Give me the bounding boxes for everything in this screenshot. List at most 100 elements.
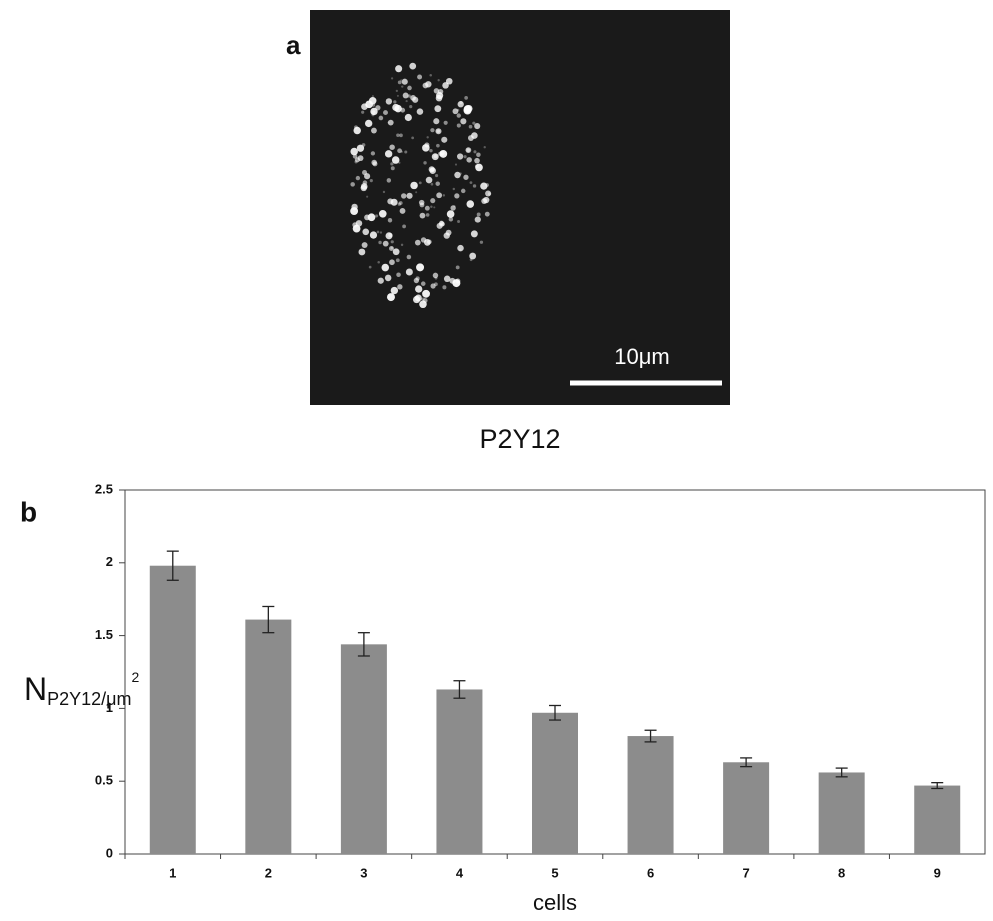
fluorescent-spot <box>377 277 384 284</box>
fluorescent-spot <box>354 157 360 163</box>
fluorescent-spot <box>429 148 433 153</box>
fluorescent-spot <box>383 110 388 116</box>
error-bar <box>166 550 179 581</box>
error-bar <box>835 767 848 778</box>
fluorescent-spot <box>366 195 369 198</box>
fluorescent-spot <box>440 222 445 227</box>
bar <box>627 736 674 854</box>
fluorescent-spot <box>463 106 472 115</box>
fluorescent-spot <box>459 101 463 105</box>
fluorescent-spot <box>470 230 478 238</box>
fluorescent-spot <box>421 297 425 301</box>
fluorescent-spot <box>452 108 459 115</box>
fluorescent-spot <box>456 108 460 112</box>
fluorescent-spot <box>452 279 461 288</box>
fluorescent-spot <box>456 153 464 160</box>
fluorescent-spot <box>464 96 468 100</box>
error-bar <box>357 632 370 657</box>
fluorescent-spot <box>472 184 477 188</box>
fluorescent-spot <box>367 213 376 222</box>
fluorescent-spot <box>409 105 413 109</box>
fluorescent-spot <box>397 284 403 290</box>
fluorescent-spot <box>376 230 380 234</box>
fluorescent-spot <box>436 192 443 199</box>
fluorescent-spot <box>415 191 418 194</box>
image-caption: P2Y12 <box>479 424 560 454</box>
fluorescent-spot <box>371 127 377 134</box>
fluorescent-spot <box>420 281 426 286</box>
fluorescent-spot <box>436 143 440 148</box>
fluorescent-spot <box>371 159 377 166</box>
fluorescent-spot <box>387 218 393 223</box>
fluorescent-spot <box>484 211 490 217</box>
fluorescent-spot <box>365 100 373 109</box>
fluorescent-spot <box>387 119 394 126</box>
bar <box>245 619 292 854</box>
fluorescent-spot <box>384 274 392 282</box>
fluorescent-spot <box>483 196 490 204</box>
x-tick-label: 1 <box>169 865 176 880</box>
fluorescent-spot <box>398 201 403 205</box>
fluorescent-spot <box>429 167 436 174</box>
fluorescent-spot <box>354 160 358 164</box>
fluorescent-spot <box>430 283 436 289</box>
fluorescent-spot <box>396 133 400 137</box>
fluorescent-spot <box>370 151 376 156</box>
fluorescent-spot <box>381 263 390 272</box>
fluorescent-spot <box>410 95 416 101</box>
fluorescent-spot <box>452 187 456 191</box>
fluorescent-spot <box>358 248 366 256</box>
fluorescent-spot <box>392 103 400 112</box>
fluorescent-spot <box>475 163 483 172</box>
fluorescent-spot <box>409 62 417 70</box>
fluorescent-spot <box>412 295 421 304</box>
fluorescent-spot <box>473 150 477 154</box>
fluorescent-spot <box>474 216 481 223</box>
fluorescent-spot <box>422 82 429 89</box>
fluorescent-spot <box>371 95 374 98</box>
fluorescent-spot <box>379 231 383 234</box>
fluorescent-spot <box>469 181 473 185</box>
fluorescent-spot <box>439 150 445 156</box>
fluorescent-spot <box>392 248 400 256</box>
fluorescent-spot <box>434 105 442 113</box>
x-tick-label: 7 <box>742 865 749 880</box>
bar <box>149 565 196 854</box>
fluorescent-spot <box>386 178 392 183</box>
bar <box>436 689 483 854</box>
fluorescent-spot <box>454 193 460 199</box>
fluorescent-spot <box>390 77 394 80</box>
fluorescent-spot <box>356 144 365 152</box>
fluorescent-spot <box>362 170 368 176</box>
fluorescent-spot <box>371 113 375 117</box>
fluorescent-spot <box>456 123 461 128</box>
fluorescent-spot <box>483 146 486 149</box>
fluorescent-spot <box>419 300 427 309</box>
fluorescent-spot <box>468 124 473 129</box>
fluorescent-spot <box>445 229 452 236</box>
error-bar <box>740 757 753 768</box>
fluorescent-spot <box>457 244 464 252</box>
fluorescent-spot <box>414 184 418 188</box>
fluorescent-spot <box>476 212 481 217</box>
fluorescent-spot <box>393 100 397 104</box>
fluorescent-spot <box>430 182 434 186</box>
fluorescent-spot <box>400 150 403 153</box>
fluorescent-spot <box>398 161 401 164</box>
fluorescent-spot <box>364 214 370 221</box>
fluorescent-spot <box>442 285 447 290</box>
fluorescent-spot <box>453 205 456 208</box>
x-tick-label: 6 <box>647 865 654 880</box>
error-bar <box>644 729 657 743</box>
fluorescent-spot <box>388 232 393 238</box>
fluorescent-spot <box>422 289 430 298</box>
panel-label: a <box>286 30 301 60</box>
fluorescent-spot <box>431 153 439 161</box>
x-tick-label: 2 <box>265 865 272 880</box>
fluorescent-spot <box>401 78 408 85</box>
fluorescent-spot <box>434 282 438 287</box>
fluorescent-spot <box>350 147 358 156</box>
fluorescent-spot <box>433 118 440 125</box>
fluorescent-spot <box>404 150 408 154</box>
